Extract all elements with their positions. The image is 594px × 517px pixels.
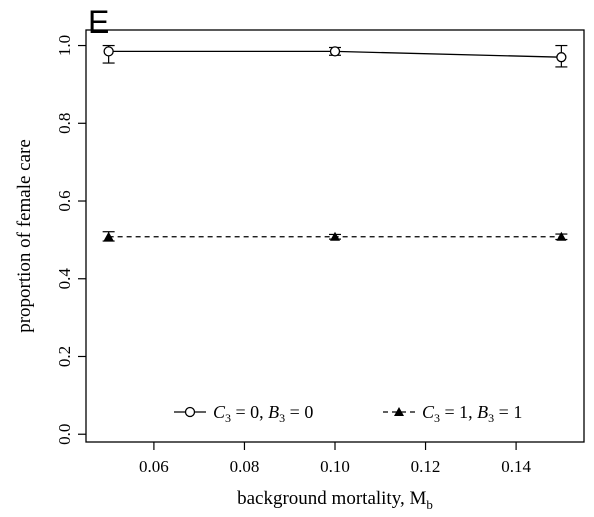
legend-marker	[184, 406, 196, 418]
x-axis-label-text: background mortality, M	[237, 488, 426, 509]
y-axis: 0.0 0.2 0.4 0.6 0.8 1.0	[55, 35, 86, 445]
data-point	[103, 231, 114, 241]
y-tick-label: 0.0	[55, 424, 74, 445]
y-axis-label: proportion of female care	[14, 139, 35, 333]
series-layer	[102, 44, 568, 242]
y-tick-label: 0.4	[55, 268, 74, 290]
x-tick-label: 0.14	[501, 457, 531, 476]
y-tick-label: 0.2	[55, 346, 74, 367]
y-tick-label: 0.8	[55, 113, 74, 134]
data-point	[329, 46, 341, 57]
x-tick-label: 0.08	[230, 457, 260, 476]
data-point	[556, 52, 567, 63]
x-axis-label: background mortality, Mb	[237, 488, 433, 512]
y-tick-label: 0.6	[55, 190, 74, 211]
x-tick-label: 0.10	[320, 457, 350, 476]
legend-entry-1: C3 = 0, B3 = 0	[174, 402, 313, 425]
x-tick-label: 0.12	[411, 457, 441, 476]
x-tick-label: 0.06	[139, 457, 169, 476]
data-point	[556, 231, 567, 241]
x-axis: 0.06 0.08 0.10 0.12 0.14	[139, 442, 531, 476]
data-point	[103, 46, 114, 57]
series-1	[102, 44, 568, 68]
legend-marker	[394, 407, 404, 416]
data-point	[330, 231, 340, 241]
series-2	[102, 231, 568, 242]
legend-entry-2: C3 = 1, B3 = 1	[383, 402, 522, 425]
legend-label: C3 = 0, B3 = 0	[213, 402, 313, 425]
legend: C3 = 0, B3 = 0 C3 = 1, B3 = 1	[174, 402, 522, 425]
legend-label: C3 = 1, B3 = 1	[422, 402, 522, 425]
panel-label: E	[88, 4, 109, 40]
x-axis-label-subscript: b	[426, 497, 433, 512]
y-tick-label: 1.0	[55, 35, 74, 56]
